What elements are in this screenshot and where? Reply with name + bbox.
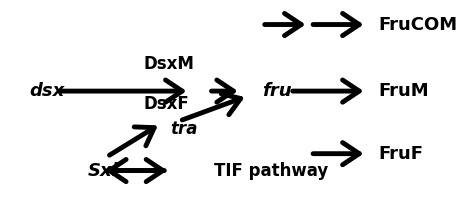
Text: FruM: FruM <box>378 82 428 100</box>
Text: FruF: FruF <box>378 145 423 163</box>
Text: Sxl: Sxl <box>88 162 118 180</box>
Text: TIF pathway: TIF pathway <box>214 162 328 180</box>
Text: tra: tra <box>170 120 198 138</box>
Text: DsxM: DsxM <box>144 55 195 73</box>
Text: DsxF: DsxF <box>144 95 190 113</box>
Text: FruCOM: FruCOM <box>378 15 457 33</box>
Text: fru: fru <box>262 82 292 100</box>
Text: dsx: dsx <box>30 82 65 100</box>
